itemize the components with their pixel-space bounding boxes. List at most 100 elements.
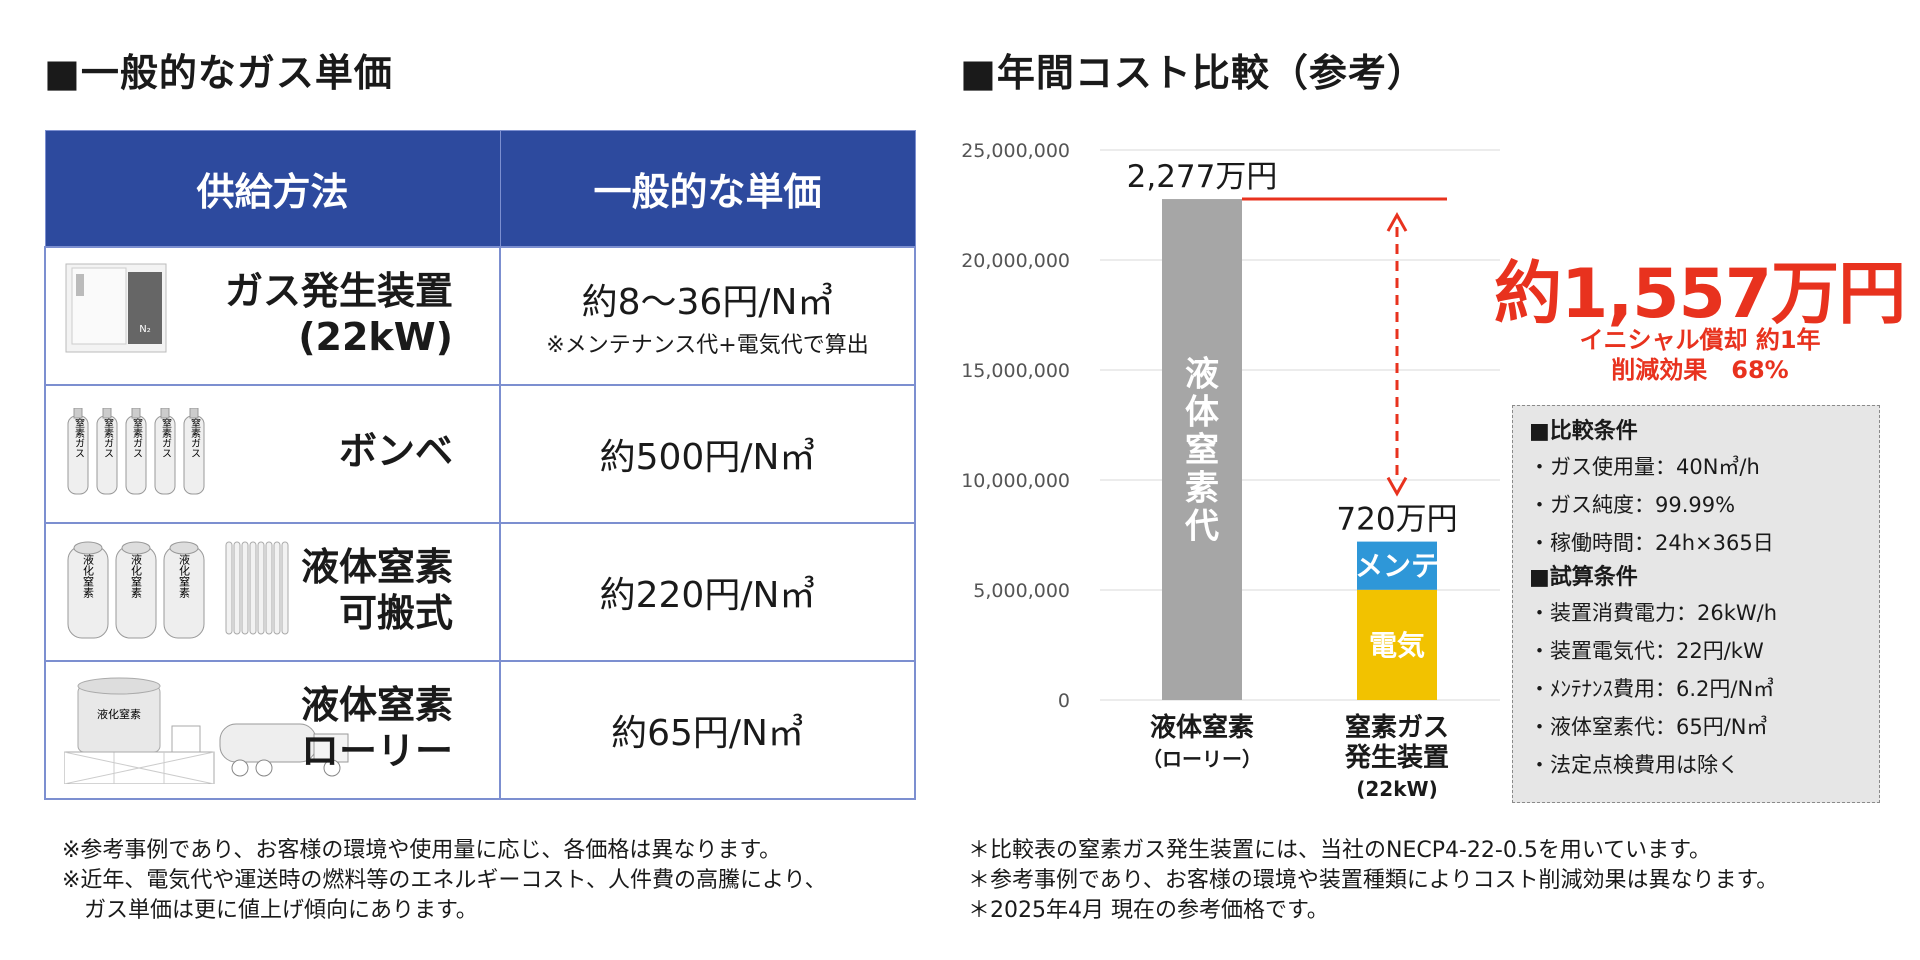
arrow-head-down [1386, 476, 1408, 497]
vaporizer-fin [265, 541, 273, 635]
cylinder-valve [189, 407, 199, 419]
method-cell: 液化窒素 液体窒素 ローリー [44, 660, 501, 800]
x-category-sublabel: 発生装置 [1344, 743, 1449, 773]
container-top [121, 541, 151, 555]
container-label: 液化窒素 [82, 553, 95, 598]
gas-price-table: 供給方法 一般的な単価 N₂ ガス発生装置 (22kW) 約8～36円/N㎥ ※… [44, 130, 916, 800]
price-value: 約500円/N㎥ [599, 437, 816, 478]
method-name: ボンベ [339, 428, 453, 474]
table-row: 液化窒素 液化窒素 液化窒素 液体窒素 可搬式 約220円/N㎥ [44, 522, 916, 662]
condition-item: ・装置電気代：22円/kW [1529, 639, 1764, 663]
header-unit-price: 一般的な単価 [499, 130, 916, 248]
method-name: 液体窒素 可搬式 [301, 544, 453, 636]
y-tick-label: 20,000,000 [961, 250, 1070, 272]
method-line: 液体窒素 [300, 545, 453, 589]
price-cell: 約65円/N㎥ [499, 660, 916, 800]
arrow-head-up [1386, 212, 1408, 232]
bar-series-label: 体 [1185, 393, 1219, 433]
method-line: 可搬式 [338, 591, 453, 635]
x-category-sublabel: （ローリー） [1142, 747, 1262, 771]
price-value: 約8～36円/N㎥ [581, 282, 834, 323]
method-line: ボンベ [338, 429, 453, 473]
table-row: N₂ ガス発生装置 (22kW) 約8～36円/N㎥ ※メンテナンス代+電気代で… [44, 246, 916, 386]
x-category-label: 液体窒素 [1150, 712, 1254, 743]
vaporizer-fin [273, 541, 281, 635]
saving-line: イニシャル償却 約1年 [1579, 326, 1821, 354]
left-footnotes: ※参考事例であり、お客様の環境や使用量に応じ、各価格は異なります。 ※近年、電気… [62, 836, 827, 926]
saving-details: イニシャル償却 約1年 削減効果 68% [1540, 325, 1860, 385]
cylinder-label: 窒素ガス [131, 417, 143, 458]
cost-comparison-chart: 0 5,000,000 10,000,000 15,000,000 20,000,000… [961, 140, 1500, 801]
cylinder-label: 窒素ガス [73, 417, 85, 458]
cylinder-label: 窒素ガス [102, 417, 114, 458]
vaporizer-fin [233, 541, 241, 635]
vaporizer-fin [225, 541, 233, 635]
saving-amount: 約1,557万円 [1494, 255, 1906, 334]
footnote-line: ※参考事例であり、お客様の環境や使用量に応じ、各価格は異なります。 [62, 838, 782, 863]
cylinder-valve [102, 407, 112, 419]
cylinder-valve [131, 407, 141, 419]
conditions-heading: ■比較条件 [1529, 419, 1638, 444]
condition-item: ・装置消費電力：26kW/h [1529, 601, 1778, 625]
bar-value-label: 2,277万円 [1127, 159, 1278, 195]
y-tick-label: 15,000,000 [961, 360, 1070, 382]
method-name: ガス発生装置 (22kW) [225, 268, 453, 360]
vaporizer-fin [241, 541, 249, 635]
saving-line: 削減効果 68% [1611, 356, 1789, 384]
generator-badge: N₂ [139, 324, 151, 335]
conditions-box: ■比較条件 ・ガス使用量：40N㎥/h ・ガス純度：99.99% ・稼働時間：2… [1512, 405, 1880, 803]
method-cell: 液化窒素 液化窒素 液化窒素 液体窒素 可搬式 [44, 522, 501, 662]
y-tick-label: 0 [1058, 690, 1070, 712]
method-line: (22kW) [298, 315, 453, 359]
bar-series-label: 窒 [1185, 431, 1219, 471]
header-supply-method: 供給方法 [44, 130, 501, 248]
bar-series-label: 電気 [1369, 629, 1425, 662]
method-name: 液体窒素 ローリー [301, 682, 453, 774]
y-tick-label: 5,000,000 [973, 580, 1070, 602]
gas-cylinder-image: 窒素ガス 窒素ガス 窒素ガス 窒素ガス 窒素ガス [64, 407, 214, 502]
cylinder-label: 窒素ガス [160, 417, 172, 458]
container-top [73, 541, 103, 555]
bar-series-label: 液 [1185, 355, 1219, 395]
x-category-sublabel: (22kW) [1356, 777, 1437, 801]
table-header-row: 供給方法 一般的な単価 [44, 130, 916, 248]
bar-series-label: メンテ [1355, 550, 1439, 583]
condition-item: ・ガス使用量：40N㎥/h [1529, 455, 1760, 479]
footnote-line: ＊比較表の窒素ガス発生装置には、当社のNECP4-22-0.5を用いています。 [968, 838, 1711, 863]
bar-segment [1162, 199, 1242, 700]
table-row: 液化窒素 液体窒素 ローリー 約65円/N㎥ [44, 660, 916, 800]
bar-segment [1357, 589, 1437, 700]
method-line: ガス発生装置 [224, 269, 453, 313]
container-top [169, 541, 199, 555]
y-tick-label: 25,000,000 [961, 140, 1070, 162]
price-note: ※メンテナンス代+電気代で算出 [546, 333, 869, 358]
portable-container-image: 液化窒素 液化窒素 液化窒素 [64, 536, 294, 646]
bar-series-label: 代 [1184, 507, 1219, 547]
price-cell: 約500円/N㎥ [499, 384, 916, 524]
condition-item: ・液体窒素代：65円/N㎥ [1529, 715, 1768, 739]
vaporizer-fin [281, 541, 289, 635]
container-label: 液化窒素 [130, 553, 143, 598]
price-cell: 約220円/N㎥ [499, 522, 916, 662]
cylinder-valve [160, 407, 170, 419]
method-cell: N₂ ガス発生装置 (22kW) [44, 246, 501, 386]
cylinder-label: 窒素ガス [189, 417, 201, 458]
left-section-title: ■一般的なガス単価 [44, 51, 393, 95]
cylinder-valve [73, 407, 83, 419]
right-section-title: ■年間コスト比較（参考） [960, 51, 1426, 95]
footnote-line: ガス単価は更に値上げ傾向にあります。 [84, 898, 478, 923]
conditions-heading: ■試算条件 [1529, 565, 1638, 590]
bar-segment [1357, 541, 1437, 590]
condition-item: ・ガス純度：99.99% [1529, 493, 1736, 517]
tank-lorry-image: 液化窒素 [63, 672, 364, 788]
footnote-line: ※近年、電気代や運送時の燃料等のエネルギーコスト、人件費の高騰により、 [62, 868, 827, 893]
price-value: 約220円/N㎥ [599, 575, 816, 616]
method-line: 液体窒素 [300, 683, 453, 727]
tank-label: 液化窒素 [97, 707, 141, 721]
bar-series-label: 素 [1185, 469, 1219, 509]
footnote-line: ＊2025年4月 現在の参考価格です。 [968, 898, 1329, 923]
table-row: 窒素ガス 窒素ガス 窒素ガス 窒素ガス 窒素ガス ボンベ 約500円/N㎥ [44, 384, 916, 524]
gas-generator-image: N₂ [64, 262, 168, 358]
method-line: ローリー [300, 729, 453, 773]
footnote-line: ＊参考事例であり、お客様の環境や装置種類によりコスト削減効果は異なります。 [968, 868, 1779, 893]
